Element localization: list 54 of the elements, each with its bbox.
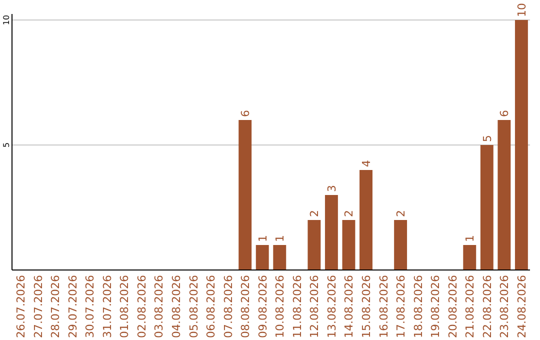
x-tick-label: 14.08.2026 bbox=[342, 275, 356, 338]
bar bbox=[256, 245, 269, 270]
x-tick-label: 07.08.2026 bbox=[222, 275, 235, 338]
x-tick-label: 13.08.2026 bbox=[325, 275, 338, 338]
x-tick-label: 15.08.2026 bbox=[360, 275, 373, 338]
x-tick-label: 29.07.2026 bbox=[66, 275, 80, 338]
x-tick-label: 21.08.2026 bbox=[464, 275, 477, 338]
bar bbox=[463, 245, 476, 270]
data-label: 1 bbox=[274, 235, 287, 242]
bar bbox=[342, 220, 356, 270]
x-tick-label: 19.08.2026 bbox=[429, 275, 442, 338]
data-label: 6 bbox=[239, 110, 252, 117]
x-tick-label: 18.08.2026 bbox=[412, 275, 425, 338]
x-tick-label: 28.07.2026 bbox=[49, 275, 62, 338]
bar bbox=[498, 120, 511, 270]
bar bbox=[238, 120, 252, 270]
data-label: 2 bbox=[342, 210, 356, 217]
x-tick-label: 02.08.2026 bbox=[135, 275, 148, 338]
x-tick-label: 23.08.2026 bbox=[498, 275, 512, 338]
data-label: 3 bbox=[325, 185, 338, 192]
bar bbox=[360, 170, 372, 270]
bar bbox=[394, 220, 408, 270]
data-label: 6 bbox=[498, 110, 512, 117]
x-tick-label: 31.07.2026 bbox=[100, 275, 114, 338]
bar bbox=[514, 20, 528, 270]
x-tick-label: 17.08.2026 bbox=[394, 275, 408, 338]
x-tick-label: 05.08.2026 bbox=[187, 275, 200, 338]
data-label: 4 bbox=[360, 160, 373, 167]
x-tick-label: 04.08.2026 bbox=[170, 275, 183, 338]
bar bbox=[324, 195, 338, 270]
data-label: 5 bbox=[480, 135, 494, 142]
x-tick-label: 20.08.2026 bbox=[446, 275, 460, 338]
bar bbox=[273, 245, 286, 270]
data-label: 10 bbox=[515, 3, 528, 17]
x-tick-label: 30.07.2026 bbox=[84, 275, 97, 338]
x-tick-label: 01.08.2026 bbox=[118, 275, 132, 338]
x-tick-label: 11.08.2026 bbox=[290, 275, 304, 338]
data-label: 2 bbox=[394, 210, 408, 217]
x-tick-label: 27.07.2026 bbox=[32, 275, 45, 338]
x-tick-label: 26.07.2026 bbox=[14, 275, 28, 338]
bar bbox=[308, 220, 321, 270]
x-tick-label: 10.08.2026 bbox=[274, 275, 287, 338]
x-tick-label: 09.08.2026 bbox=[256, 275, 270, 338]
data-label: 1 bbox=[256, 235, 270, 242]
x-tick-label: 08.08.2026 bbox=[239, 275, 252, 338]
bar bbox=[480, 145, 494, 270]
data-label: 2 bbox=[308, 210, 322, 217]
x-tick-label: 22.08.2026 bbox=[480, 275, 494, 338]
x-tick-label: 12.08.2026 bbox=[308, 275, 322, 338]
x-tick-label: 24.08.2026 bbox=[515, 275, 528, 338]
x-tick-label: 03.08.2026 bbox=[152, 275, 166, 338]
data-label: 1 bbox=[464, 235, 477, 242]
x-tick-label: 06.08.2026 bbox=[204, 275, 218, 338]
x-tick-label: 16.08.2026 bbox=[377, 275, 390, 338]
